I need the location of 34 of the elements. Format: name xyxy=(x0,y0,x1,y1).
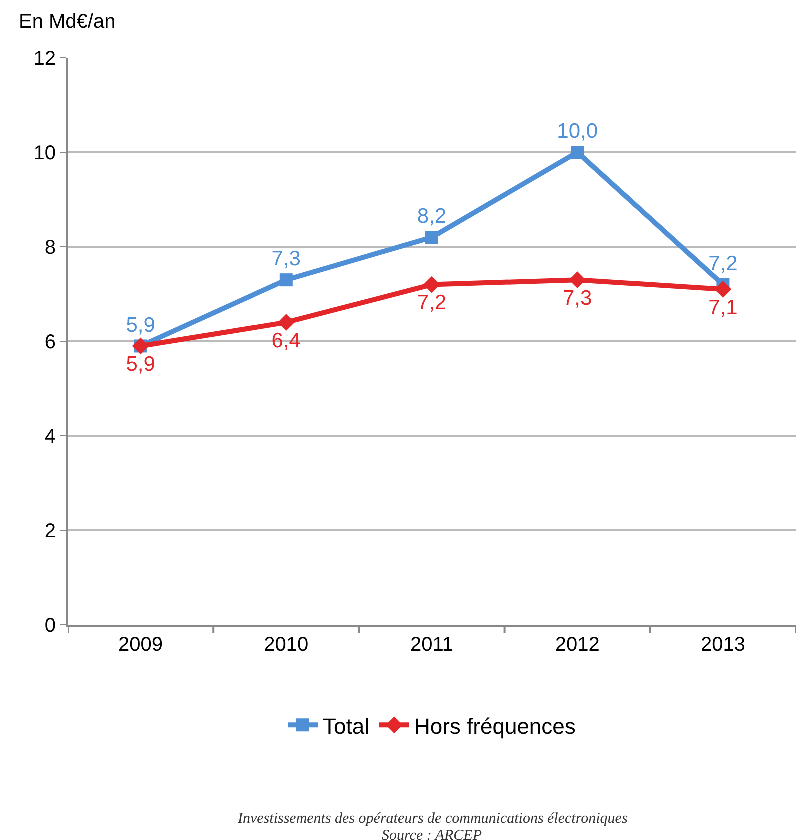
y-tick-label: 10 xyxy=(34,142,56,164)
point xyxy=(424,276,440,294)
data-label: 5,9 xyxy=(126,314,156,337)
point xyxy=(571,146,584,159)
data-label: 10,0 xyxy=(557,120,598,144)
point xyxy=(426,231,438,244)
y-tick-label: 12 xyxy=(34,48,56,70)
point xyxy=(280,274,293,287)
text: Investissements des opérateurs de communications électroniques xyxy=(237,811,628,827)
legend-label: Hors fréquences xyxy=(414,714,576,739)
y-tick-label: 2 xyxy=(44,520,56,542)
source-note: Source : ARCEP xyxy=(382,828,482,840)
data-label: 6,4 xyxy=(272,329,302,352)
point xyxy=(278,314,295,332)
data-label: 7,2 xyxy=(708,252,738,276)
x-tick-label: 2013 xyxy=(700,634,746,656)
x-tick-label: 2009 xyxy=(118,634,164,656)
data-label: 7,1 xyxy=(708,296,738,320)
y-tick-label: 6 xyxy=(44,332,56,354)
data-label: 8,2 xyxy=(417,205,447,228)
data-label: 7,2 xyxy=(417,292,447,315)
legend-label: Total xyxy=(323,714,370,739)
x-tick-label: 2011 xyxy=(410,634,454,656)
point xyxy=(569,272,586,289)
y-tick-label: 4 xyxy=(44,426,56,448)
x-tick-label: 2010 xyxy=(264,634,309,656)
y-tick-label: 8 xyxy=(44,237,56,259)
y-axis-title: En Md€/an xyxy=(19,11,116,33)
point xyxy=(714,281,732,298)
x-tick-label: 2012 xyxy=(555,634,600,656)
data-label: 5,9 xyxy=(126,353,156,376)
data-label: 7,3 xyxy=(272,248,301,271)
data-label: 7,3 xyxy=(563,286,592,310)
y-tick-label: 0 xyxy=(44,615,56,637)
